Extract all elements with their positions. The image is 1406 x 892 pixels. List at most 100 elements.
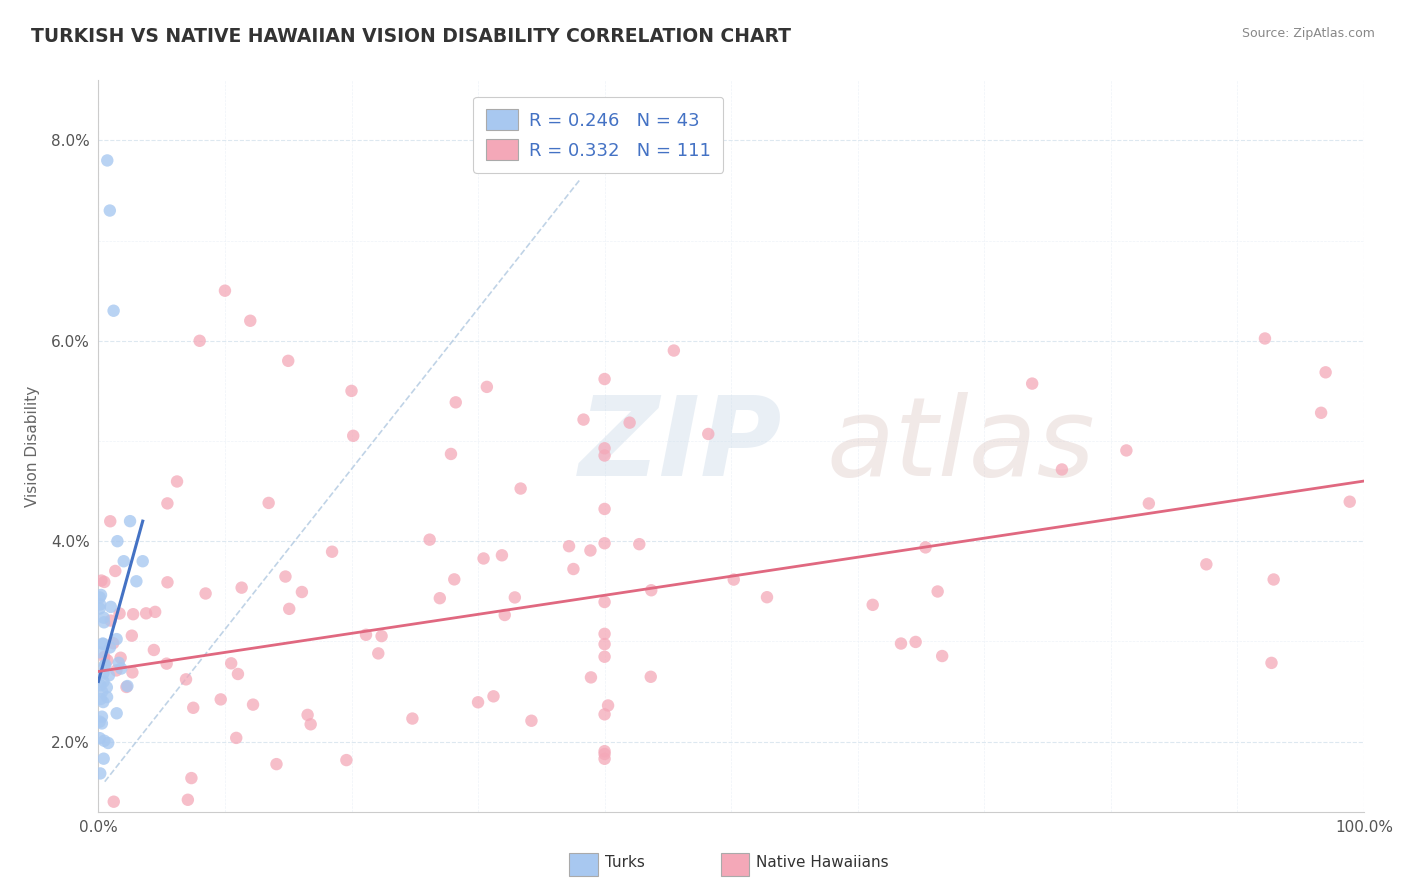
Point — [89, 601, 111, 615]
Point — [558, 539, 581, 553]
Y-axis label: Vision Disability: Vision Disability — [25, 385, 41, 507]
Point — [370, 629, 392, 643]
Point — [120, 514, 141, 528]
Point — [110, 662, 132, 676]
Legend: R = 0.246   N = 43, R = 0.332   N = 111: R = 0.246 N = 43, R = 0.332 N = 111 — [472, 96, 724, 173]
Point — [697, 427, 720, 442]
Point — [593, 536, 616, 550]
Point — [278, 602, 301, 616]
Point — [1254, 331, 1277, 345]
Point — [593, 747, 616, 761]
Point — [467, 695, 489, 709]
Point — [367, 647, 389, 661]
Point — [100, 599, 122, 614]
Point — [107, 534, 129, 549]
Point — [335, 753, 357, 767]
Point — [593, 449, 616, 463]
Point — [562, 562, 585, 576]
Point — [1195, 558, 1218, 572]
Point — [662, 343, 685, 358]
Point — [579, 543, 602, 558]
Point — [89, 678, 111, 692]
Point — [209, 692, 232, 706]
Point — [475, 380, 498, 394]
Point — [242, 698, 264, 712]
Point — [274, 569, 297, 583]
Point — [931, 648, 953, 663]
Point — [174, 673, 197, 687]
Point — [862, 598, 884, 612]
Point — [89, 714, 111, 729]
Point — [93, 574, 115, 589]
Point — [89, 591, 111, 605]
Point — [94, 657, 117, 672]
Point — [593, 707, 616, 722]
Point — [93, 615, 115, 630]
Point — [91, 709, 114, 723]
Point — [593, 502, 616, 516]
Point — [756, 591, 779, 605]
Point — [277, 354, 299, 368]
Point — [482, 690, 505, 704]
Point — [723, 573, 745, 587]
Point — [299, 717, 322, 731]
Point — [914, 541, 936, 555]
Point — [97, 668, 120, 682]
Point — [110, 650, 132, 665]
Text: Turks: Turks — [605, 855, 644, 870]
Point — [91, 695, 114, 709]
Point — [108, 607, 131, 621]
Point — [1263, 573, 1285, 587]
Point — [96, 653, 118, 667]
FancyBboxPatch shape — [569, 853, 598, 876]
Point — [1137, 496, 1160, 510]
Point — [342, 429, 364, 443]
Point — [93, 658, 115, 673]
Point — [181, 700, 204, 714]
Point — [214, 284, 236, 298]
Point — [98, 640, 121, 655]
Point — [291, 585, 314, 599]
Point — [90, 692, 112, 706]
Point — [593, 637, 616, 651]
Point — [93, 666, 115, 681]
Point — [194, 586, 217, 600]
Point — [97, 736, 120, 750]
Point — [440, 447, 463, 461]
Point — [188, 334, 211, 348]
Point — [156, 657, 179, 671]
Point — [89, 731, 111, 746]
Point — [640, 583, 662, 598]
Point — [166, 475, 188, 489]
Text: atlas: atlas — [825, 392, 1095, 500]
FancyBboxPatch shape — [721, 853, 749, 876]
Point — [132, 554, 155, 568]
Point — [890, 636, 912, 650]
Point — [904, 635, 927, 649]
Point — [494, 607, 516, 622]
Point — [239, 314, 262, 328]
Point — [96, 153, 118, 168]
Point — [96, 690, 118, 704]
Point — [98, 203, 121, 218]
Point — [103, 636, 125, 650]
Point — [593, 442, 616, 456]
Point — [177, 793, 200, 807]
Point — [98, 514, 121, 528]
Point — [103, 795, 125, 809]
Point — [1310, 406, 1333, 420]
Point — [472, 551, 495, 566]
Point — [105, 706, 128, 721]
Point — [93, 674, 115, 689]
Point — [593, 595, 616, 609]
Point — [509, 482, 531, 496]
Point — [1339, 494, 1361, 508]
Point — [91, 636, 114, 650]
Point — [115, 680, 138, 694]
Text: TURKISH VS NATIVE HAWAIIAN VISION DISABILITY CORRELATION CHART: TURKISH VS NATIVE HAWAIIAN VISION DISABI… — [31, 27, 792, 45]
Point — [91, 684, 114, 698]
Point — [91, 637, 114, 651]
Text: Native Hawaiians: Native Hawaiians — [756, 855, 889, 870]
Point — [156, 496, 179, 510]
Point — [443, 573, 465, 587]
